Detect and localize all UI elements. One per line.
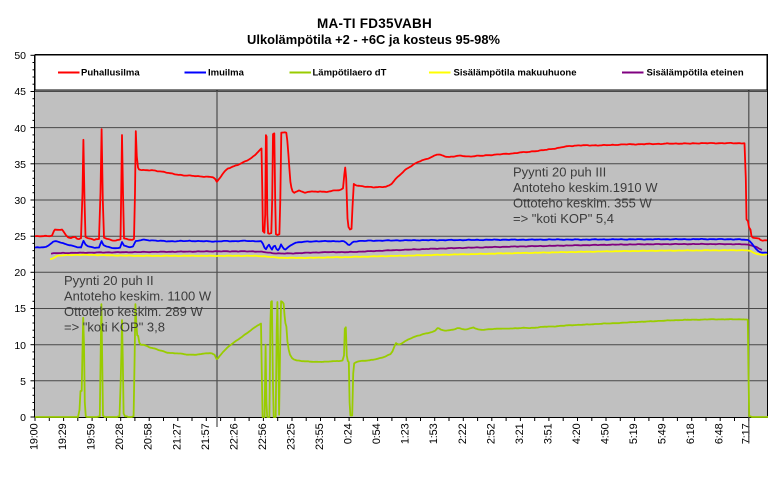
svg-text:Ulkolämpötila +2 - +6C ja kost: Ulkolämpötila +2 - +6C ja kosteus 95-98% (247, 32, 500, 47)
svg-text:Ottoteho keskim. 355 W: Ottoteho keskim. 355 W (513, 196, 652, 211)
svg-text:4:20: 4:20 (571, 423, 583, 444)
svg-text:Lämpötilaero dT: Lämpötilaero dT (313, 68, 387, 79)
svg-text:5: 5 (20, 376, 26, 388)
svg-text:20: 20 (14, 267, 26, 279)
svg-text:=> "koti KOP" 3,8: => "koti KOP" 3,8 (64, 320, 165, 335)
svg-text:45: 45 (14, 86, 26, 98)
svg-text:22:56: 22:56 (257, 423, 269, 450)
svg-text:5:49: 5:49 (657, 423, 669, 444)
svg-text:1:53: 1:53 (428, 423, 440, 444)
svg-text:20:28: 20:28 (114, 423, 126, 450)
svg-text:Sisälämpötila eteinen: Sisälämpötila eteinen (647, 68, 744, 79)
svg-text:Antoteho keskim. 1100 W: Antoteho keskim. 1100 W (64, 289, 212, 304)
svg-text:6:48: 6:48 (714, 423, 726, 444)
svg-text:2:52: 2:52 (485, 423, 497, 444)
svg-text:20:58: 20:58 (143, 423, 155, 450)
svg-text:19:59: 19:59 (86, 423, 98, 450)
svg-text:21:57: 21:57 (200, 423, 212, 450)
svg-text:Imuilma: Imuilma (208, 68, 245, 79)
svg-text:23:25: 23:25 (286, 423, 298, 450)
svg-text:21:27: 21:27 (171, 423, 183, 450)
svg-text:35: 35 (14, 159, 26, 171)
svg-text:Antoteho keskim.1910 W: Antoteho keskim.1910 W (513, 180, 658, 195)
svg-text:Puhallusilma: Puhallusilma (81, 68, 140, 79)
svg-text:3:51: 3:51 (542, 423, 554, 444)
svg-text:40: 40 (14, 123, 26, 135)
svg-text:1:23: 1:23 (400, 423, 412, 444)
svg-text:7:17: 7:17 (740, 423, 752, 444)
svg-text:4:50: 4:50 (600, 423, 612, 444)
svg-text:15: 15 (14, 303, 26, 315)
svg-text:Sisälämpötila makuuhuone: Sisälämpötila makuuhuone (454, 68, 577, 79)
svg-text:0:54: 0:54 (371, 423, 383, 444)
svg-text:22:26: 22:26 (228, 423, 240, 450)
svg-text:3:21: 3:21 (514, 423, 526, 444)
svg-text:MA-TI FD35VABH: MA-TI FD35VABH (317, 16, 432, 31)
svg-text:25: 25 (14, 231, 26, 243)
svg-text:23:55: 23:55 (314, 423, 326, 450)
svg-text:19:00: 19:00 (29, 423, 41, 450)
svg-text:0:24: 0:24 (343, 423, 355, 444)
svg-text:Pyynti 20 puh II: Pyynti 20 puh II (64, 273, 154, 288)
svg-text:0: 0 (20, 412, 26, 424)
svg-text:5:19: 5:19 (628, 423, 640, 444)
svg-text:Ottoteho keskim. 289 W: Ottoteho keskim. 289 W (64, 304, 203, 319)
svg-text:10: 10 (14, 340, 26, 352)
svg-text:6:18: 6:18 (685, 423, 697, 444)
svg-text:30: 30 (14, 195, 26, 207)
svg-text:19:29: 19:29 (57, 423, 69, 450)
svg-text:2:22: 2:22 (457, 423, 469, 444)
svg-text:Pyynti 20 puh III: Pyynti 20 puh III (513, 165, 606, 180)
svg-text:=> "koti KOP" 5,4: => "koti KOP" 5,4 (513, 211, 614, 226)
svg-text:50: 50 (14, 50, 26, 62)
